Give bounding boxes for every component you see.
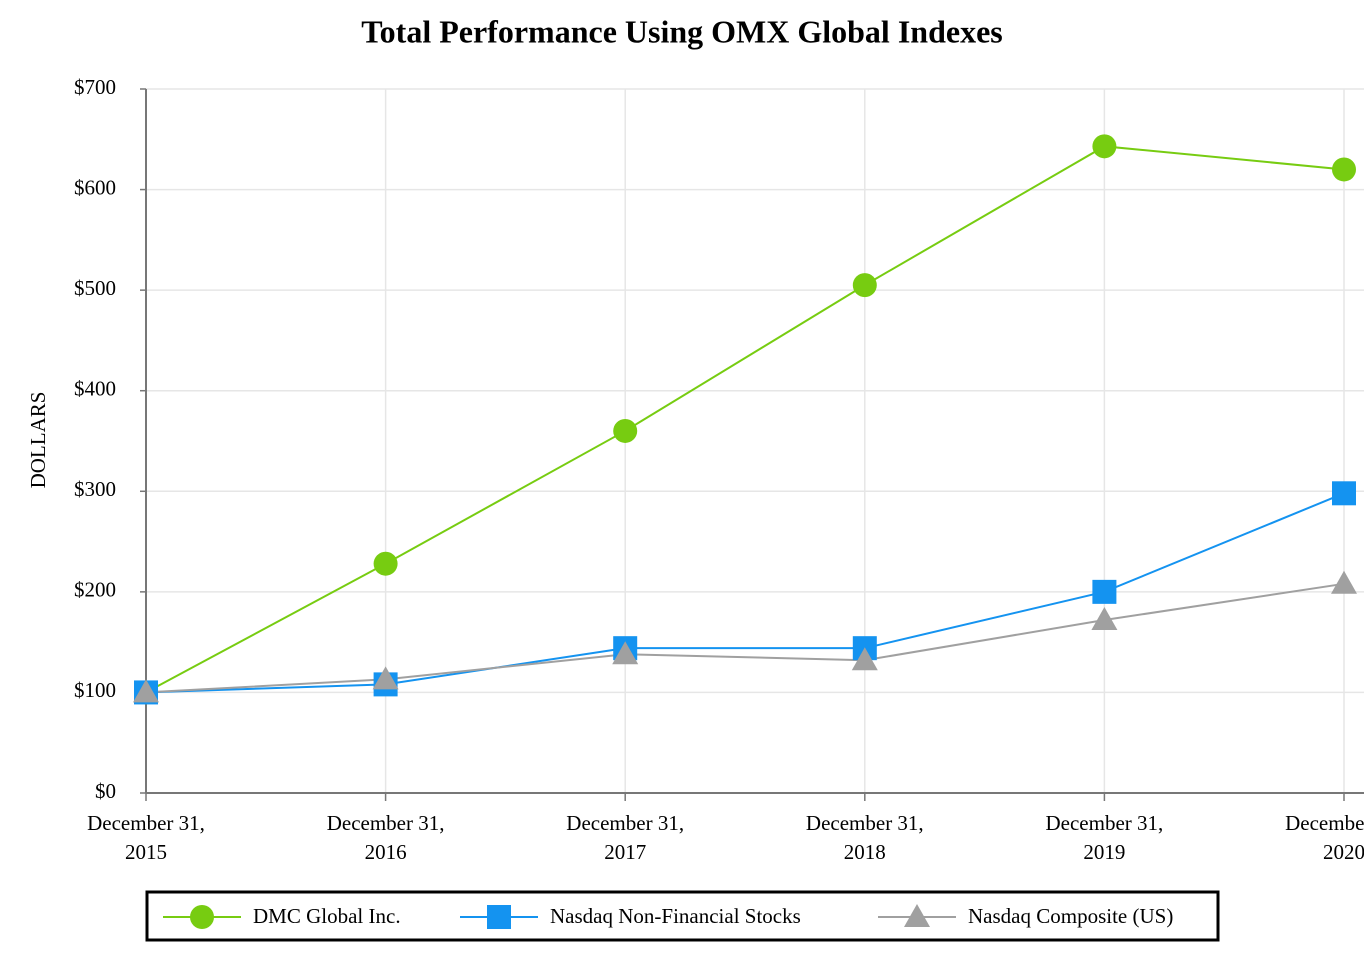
x-tick-label: December 31, 2018: [806, 811, 924, 864]
marker-triangle: [1091, 607, 1118, 631]
marker-triangle: [612, 641, 639, 665]
series-line: [145, 145, 1345, 694]
marker-square: [1092, 579, 1117, 604]
marker-triangle: [904, 904, 930, 927]
marker-circle: [373, 551, 398, 576]
marker-circle: [190, 905, 214, 929]
series-line: [145, 582, 1345, 694]
y-axis-label: DOLLARS: [26, 392, 50, 489]
series-line: [145, 492, 1345, 694]
marker-circle: [1092, 134, 1117, 159]
marker-triangle: [372, 666, 399, 690]
marker-triangle: [1331, 570, 1357, 594]
legend-label: Nasdaq Non-Financial Stocks: [550, 904, 801, 928]
y-tick-label: $300: [74, 477, 116, 501]
y-tick-label: $600: [74, 175, 116, 199]
legend-label: Nasdaq Composite (US): [968, 904, 1173, 928]
marker-triangle: [133, 679, 159, 703]
y-tick-label: $700: [74, 75, 116, 99]
y-tick-label: $400: [74, 377, 116, 401]
legend-label: DMC Global Inc.: [253, 904, 401, 928]
y-tick-label: $100: [74, 678, 116, 702]
x-tick-label: December 31, 2016: [327, 811, 445, 864]
chart-title: Total Performance Using OMX Global Index…: [361, 13, 1002, 49]
marker-square: [1332, 481, 1356, 506]
x-tick-label: December 31,2020: [1285, 811, 1364, 864]
marker-circle: [1332, 157, 1356, 182]
marker-triangle: [851, 647, 878, 671]
y-tick-label: $200: [74, 578, 116, 602]
marker-circle: [613, 418, 638, 443]
marker-square: [487, 905, 511, 929]
x-tick-label: December 31, 2015: [87, 811, 205, 864]
marker-circle: [852, 273, 877, 298]
x-tick-label: December 31, 2019: [1046, 811, 1164, 864]
y-tick-label: $500: [74, 276, 116, 300]
y-tick-label: $0: [95, 779, 116, 803]
legend-box: [145, 890, 1220, 942]
x-tick-label: December 31, 2017: [566, 811, 684, 864]
